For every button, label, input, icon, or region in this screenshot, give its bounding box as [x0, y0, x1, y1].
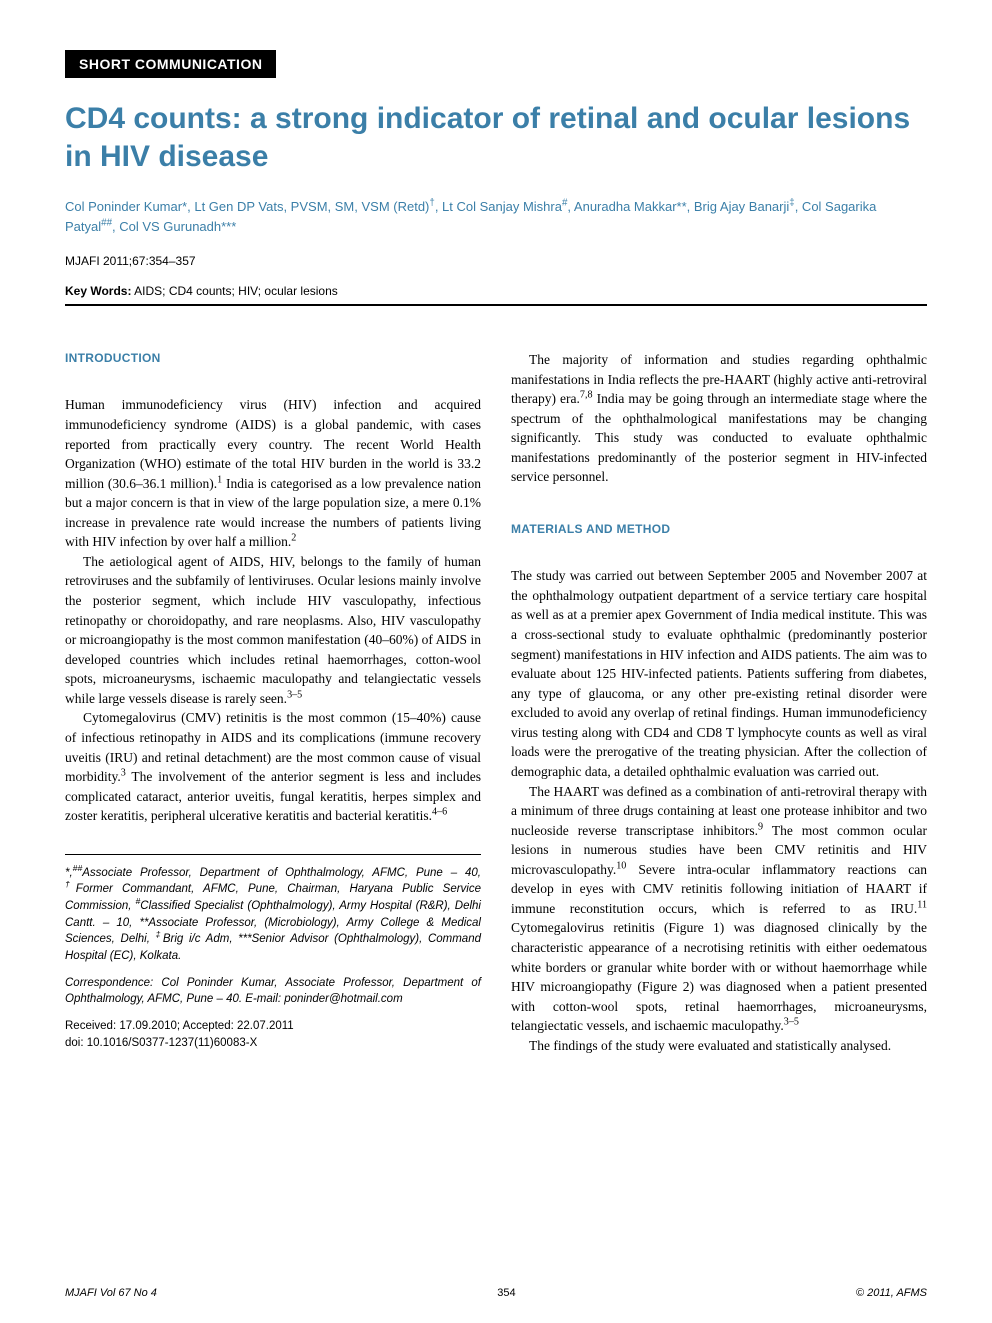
footer-page-number: 354: [497, 1287, 515, 1299]
methods-p3: The findings of the study were evaluated…: [511, 1036, 927, 1056]
page-footer: MJAFI Vol 67 No 4 354 © 2011, AFMS: [65, 1287, 927, 1299]
introduction-heading: INTRODUCTION: [65, 350, 481, 367]
header-divider: [65, 304, 927, 306]
intro-p3: Cytomegalovirus (CMV) retinitis is the m…: [65, 708, 481, 825]
right-column: The majority of information and studies …: [511, 350, 927, 1061]
keywords-row: Key Words: AIDS; CD4 counts; HIV; ocular…: [65, 284, 927, 298]
left-column: INTRODUCTION Human immunodeficiency viru…: [65, 350, 481, 1061]
keywords-text: AIDS; CD4 counts; HIV; ocular lesions: [131, 284, 337, 298]
keywords-label: Key Words:: [65, 284, 131, 298]
authors-line: Col Poninder Kumar*, Lt Gen DP Vats, PVS…: [65, 197, 927, 236]
doi-text: doi: 10.1016/S0377-1237(11)60083-X: [65, 1037, 257, 1049]
footer-journal: MJAFI Vol 67 No 4: [65, 1287, 157, 1299]
citation: MJAFI 2011;67:354–357: [65, 254, 927, 268]
affiliations-text: *,##Associate Professor, Department of O…: [65, 865, 481, 965]
methods-p2: The HAART was defined as a combination o…: [511, 782, 927, 1036]
intro-p1: Human immunodeficiency virus (HIV) infec…: [65, 395, 481, 552]
methods-p1: The study was carried out between Septem…: [511, 566, 927, 781]
affiliations-block: *,##Associate Professor, Department of O…: [65, 854, 481, 1052]
correspondence-text: Correspondence: Col Poninder Kumar, Asso…: [65, 975, 481, 1008]
body-columns: INTRODUCTION Human immunodeficiency viru…: [65, 350, 927, 1061]
intro-p2: The aetiological agent of AIDS, HIV, bel…: [65, 552, 481, 709]
section-label: SHORT COMMUNICATION: [65, 50, 276, 78]
article-title: CD4 counts: a strong indicator of retina…: [65, 100, 927, 175]
footer-copyright: © 2011, AFMS: [856, 1287, 927, 1299]
received-accepted: Received: 17.09.2010; Accepted: 22.07.20…: [65, 1020, 294, 1032]
methods-heading: MATERIALS AND METHOD: [511, 521, 927, 538]
intro-p4: The majority of information and studies …: [511, 350, 927, 487]
